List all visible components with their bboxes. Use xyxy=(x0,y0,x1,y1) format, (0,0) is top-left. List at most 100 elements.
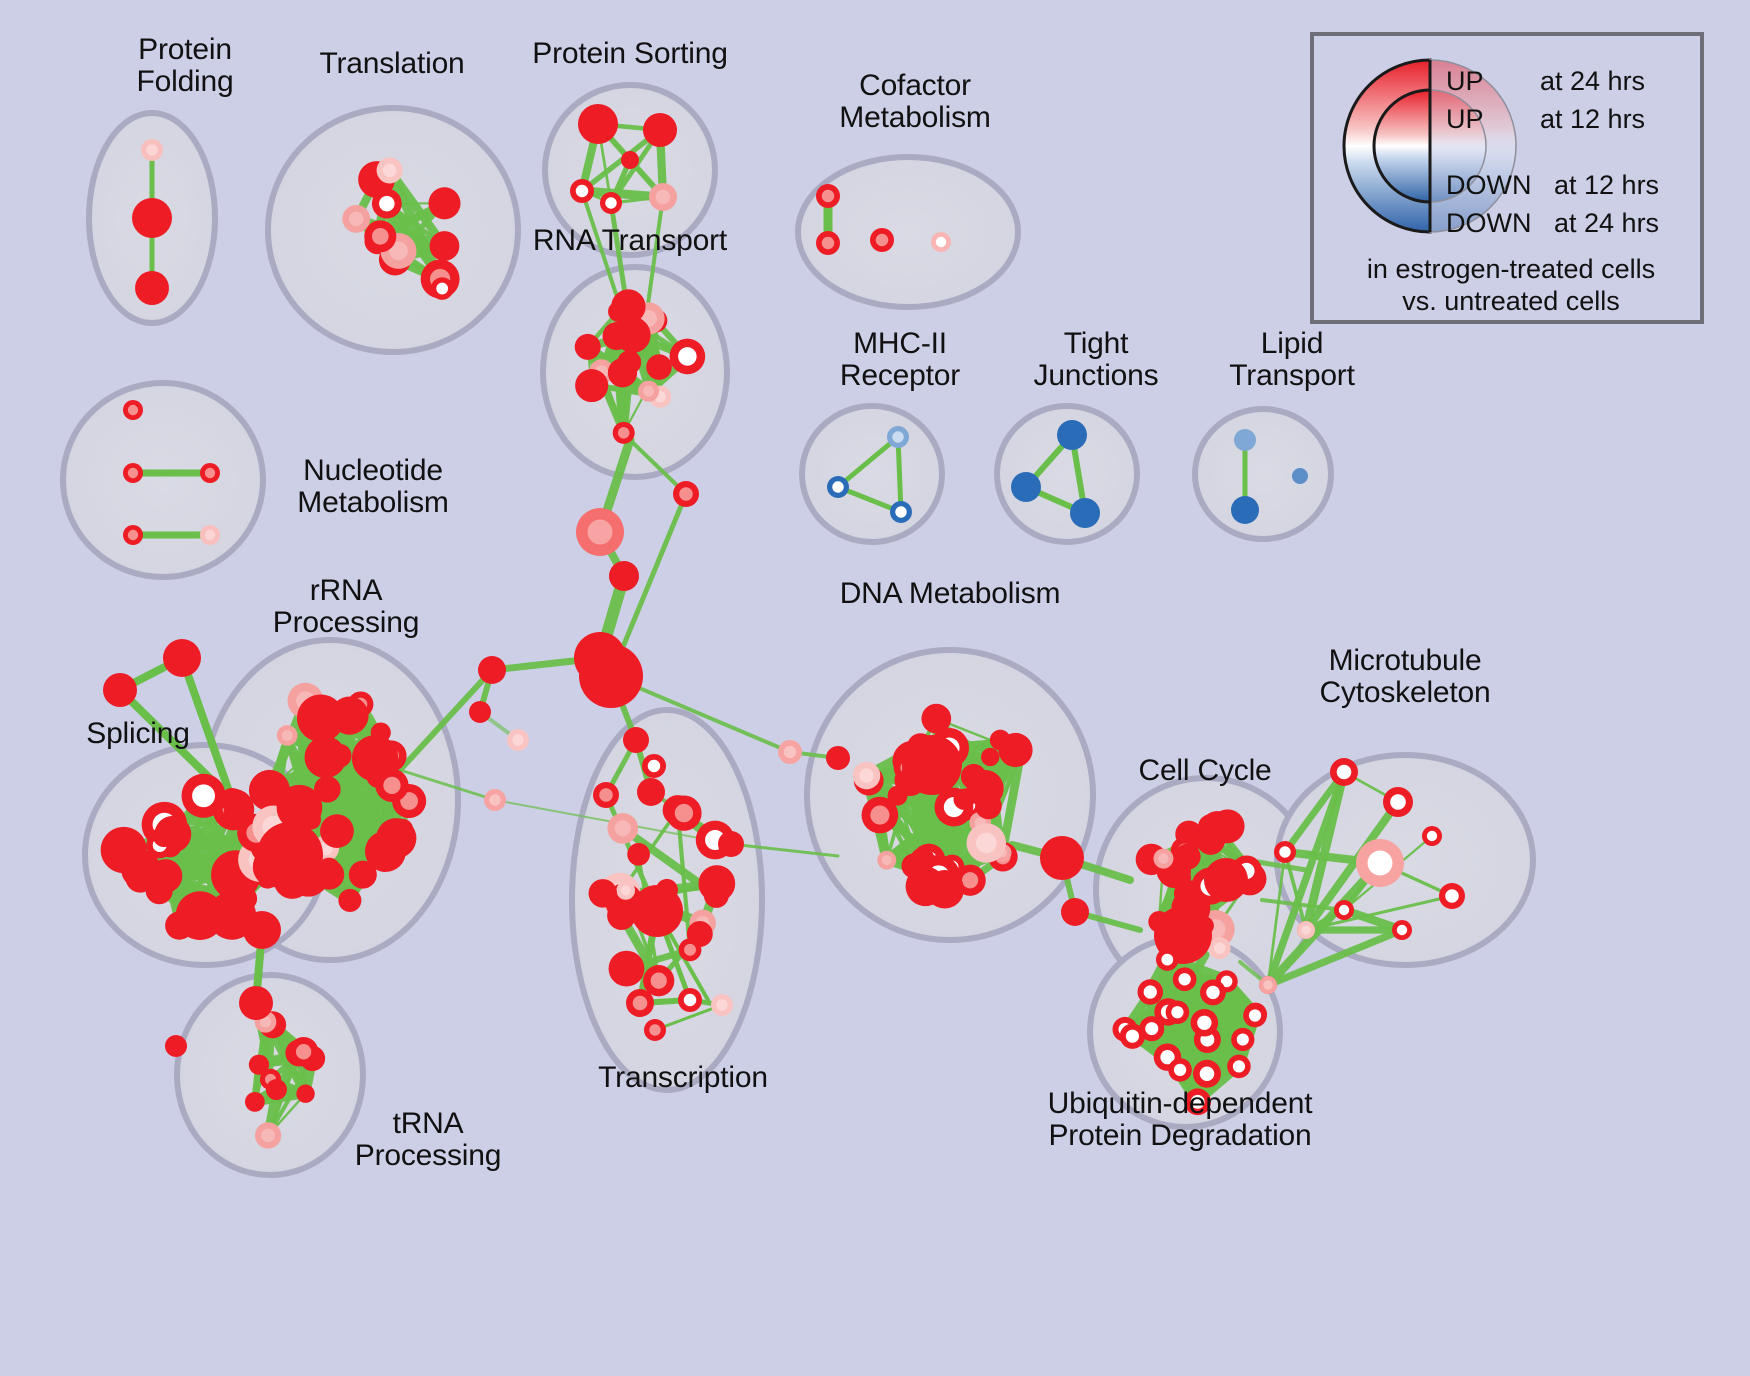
network-node-core xyxy=(1197,1015,1212,1030)
network-node xyxy=(588,879,618,908)
legend-footer-line1: in estrogen-treated cells xyxy=(1366,254,1656,284)
network-node-core xyxy=(821,236,835,250)
network-node-core xyxy=(382,163,397,178)
network-edge xyxy=(397,667,495,773)
network-node xyxy=(608,950,645,987)
network-node-core xyxy=(575,184,589,198)
network-node xyxy=(243,911,281,949)
network-node-core xyxy=(383,776,401,795)
network-node-core xyxy=(650,972,667,989)
network-node xyxy=(1174,843,1201,870)
network-edge xyxy=(580,189,620,302)
network-edge xyxy=(646,195,665,306)
network-node-core xyxy=(643,385,655,397)
network-node-core xyxy=(127,404,139,416)
network-node-core xyxy=(1338,904,1350,916)
cluster-label-cell-cycle: Cell Cycle xyxy=(1138,754,1272,787)
network-node-core xyxy=(1248,1009,1262,1022)
network-node xyxy=(1061,898,1089,926)
network-node-core xyxy=(295,1044,312,1060)
cluster-label-lipid-transport: Lipid Transport xyxy=(1229,327,1355,393)
network-node-core xyxy=(1336,764,1352,780)
network-node xyxy=(1040,836,1084,880)
network-edge xyxy=(178,654,236,804)
cluster-label-dna-metabolism: DNA Metabolism xyxy=(839,577,1061,610)
network-node xyxy=(165,1035,187,1057)
network-node xyxy=(163,639,201,677)
network-node xyxy=(304,736,347,779)
cluster-bubble-cofactor-metabolism xyxy=(795,154,1021,310)
network-node-core xyxy=(1158,853,1169,864)
network-node-core xyxy=(678,347,697,366)
network-node xyxy=(609,561,639,591)
network-node xyxy=(637,778,665,806)
network-node xyxy=(1204,858,1248,902)
legend-footer-line2: vs. untreated cells xyxy=(1402,286,1620,316)
network-node xyxy=(239,986,273,1020)
network-node xyxy=(909,847,935,873)
network-node xyxy=(574,333,601,360)
network-edge xyxy=(653,1003,724,1032)
network-edge xyxy=(608,200,629,303)
network-node-core xyxy=(881,855,892,866)
network-node-core xyxy=(512,734,524,746)
cluster-label-ubiquitin-degradation: Ubiquitin-dependent Protein Degradation xyxy=(1047,1087,1313,1153)
network-node-core xyxy=(935,236,947,248)
network-node xyxy=(1234,429,1256,451)
network-node-core xyxy=(1160,1050,1175,1065)
network-node xyxy=(391,818,414,841)
network-node xyxy=(575,369,609,403)
network-node-core xyxy=(127,529,139,541)
network-node xyxy=(314,859,345,890)
network-edge xyxy=(609,674,792,754)
network-node-core xyxy=(1220,975,1233,988)
network-node xyxy=(703,883,729,908)
network-node-core xyxy=(192,784,216,808)
network-edge xyxy=(835,434,901,490)
network-node-core xyxy=(1426,830,1438,842)
network-edge xyxy=(895,434,904,515)
network-edge xyxy=(1179,973,1249,1045)
network-node xyxy=(617,350,642,375)
network-edge xyxy=(1281,768,1348,856)
network-node xyxy=(276,784,323,831)
network-node xyxy=(265,1079,287,1101)
network-node-core xyxy=(614,820,631,837)
network-node xyxy=(1210,809,1245,844)
network-node xyxy=(428,187,461,220)
network-node xyxy=(953,788,975,810)
legend-time-0: at 24 hrs xyxy=(1540,66,1646,96)
network-node-core xyxy=(400,792,418,810)
network-edge xyxy=(1260,898,1346,912)
network-node xyxy=(608,301,629,322)
legend-state-0: UP xyxy=(1446,66,1484,96)
cluster-label-translation: Translation xyxy=(319,47,465,80)
network-edge xyxy=(1264,926,1406,989)
legend-state-1: UP xyxy=(1446,104,1484,134)
network-node xyxy=(135,271,169,305)
network-node-core xyxy=(892,431,904,443)
network-node-core xyxy=(870,805,890,825)
network-node xyxy=(981,747,1000,767)
network-node-core xyxy=(587,519,613,545)
network-node xyxy=(631,885,683,937)
network-node xyxy=(1057,420,1087,450)
network-node xyxy=(296,694,345,742)
network-node xyxy=(578,104,618,144)
network-node xyxy=(921,703,952,734)
network-node xyxy=(478,656,506,684)
network-node xyxy=(220,788,244,812)
network-node-core xyxy=(620,885,631,896)
network-node-core xyxy=(1145,1022,1159,1036)
network-node xyxy=(338,888,362,912)
network-node xyxy=(1231,496,1259,524)
network-node-core xyxy=(599,788,613,802)
network-node xyxy=(145,877,173,905)
network-node-core xyxy=(875,233,889,247)
network-node xyxy=(152,824,176,848)
network-node-core xyxy=(1161,953,1174,966)
legend-state-3: DOWN xyxy=(1446,208,1532,238)
network-node-core xyxy=(204,467,216,479)
